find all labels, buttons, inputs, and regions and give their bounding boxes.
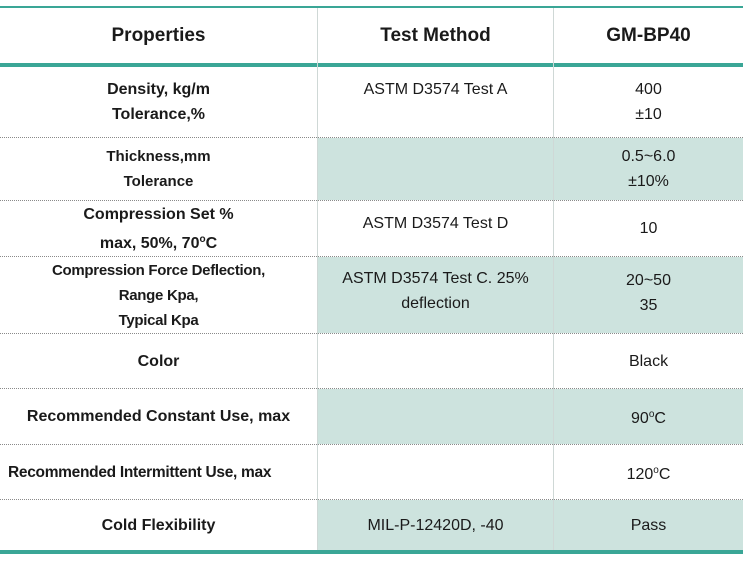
method-cell: ASTM D3574 Test A (318, 67, 553, 137)
value-line: 0.5~6.0 (621, 148, 676, 165)
property-line: Tolerance,% (111, 106, 206, 123)
property-line: Color (137, 352, 180, 370)
header-grade: GM-BP40 (606, 24, 691, 46)
table-header: Properties Test Method GM-BP40 (0, 8, 743, 63)
row-divider (0, 444, 743, 445)
property-cell: Recommended Intermittent Use, max (0, 445, 317, 499)
value-cell: 20~50 35 (554, 257, 743, 333)
method-line: ASTM D3574 Test A (363, 81, 508, 98)
property-line: Compression Force Deflection, (51, 262, 265, 279)
table-top-rule (0, 6, 743, 8)
method-cell (318, 389, 553, 444)
method-cell: ASTM D3574 Test D (318, 201, 553, 256)
property-line: Tolerance (123, 173, 194, 190)
header-rule (0, 63, 743, 67)
property-line: Typical Kpa (118, 312, 199, 329)
table-row-density: Density, kg/m Tolerance,% ASTM D3574 Tes… (0, 67, 743, 137)
method-line: MIL-P-12420D, -40 (367, 516, 504, 534)
table-row-intermittent-use: Recommended Intermittent Use, max 120oC (0, 445, 743, 499)
method-line: deflection (401, 295, 470, 312)
method-line: ASTM D3574 Test D (362, 215, 509, 232)
row-divider (0, 137, 743, 138)
property-cell: Density, kg/m Tolerance,% (0, 67, 317, 137)
property-cell: Thickness,mm Tolerance (0, 138, 317, 200)
value-line: 10 (639, 220, 658, 237)
value-line: 400 (635, 81, 662, 98)
row-divider (0, 333, 743, 334)
header-properties: Properties (111, 24, 206, 46)
row-divider (0, 388, 743, 389)
column-divider (553, 8, 554, 550)
method-cell (318, 445, 553, 499)
method-cell (318, 334, 553, 388)
value-line: 120oC (626, 464, 671, 483)
header-test-method: Test Method (380, 24, 491, 46)
property-line: Recommended Constant Use, max (26, 408, 291, 425)
value-cell: Pass (554, 500, 743, 550)
property-line: Compression Set % (83, 206, 234, 223)
property-cell: Recommended Constant Use, max (0, 389, 317, 444)
table-bottom-rule (0, 550, 743, 554)
degree-mark: o (653, 464, 659, 476)
value-line: Black (628, 352, 669, 370)
degree-mark: o (648, 409, 655, 420)
table-row-compression-force: Compression Force Deflection, Range Kpa,… (0, 257, 743, 333)
property-line: max, 50%, 70oC (99, 234, 218, 252)
value-line: ±10% (628, 173, 669, 190)
property-line: Density, kg/m (107, 81, 210, 98)
table-row-cold-flexibility: Cold Flexibility MIL-P-12420D, -40 Pass (0, 500, 743, 550)
table-row-compression-set: Compression Set % max, 50%, 70oC ASTM D3… (0, 201, 743, 256)
property-cell: Compression Force Deflection, Range Kpa,… (0, 257, 317, 333)
method-cell: MIL-P-12420D, -40 (318, 500, 553, 550)
property-line: Cold Flexibility (101, 516, 216, 534)
property-line: Thickness,mm (106, 148, 211, 165)
property-line: Recommended Intermittent Use, max (8, 463, 272, 481)
value-cell: Black (554, 334, 743, 388)
row-divider (0, 499, 743, 500)
property-line: Range Kpa, (118, 287, 199, 304)
method-line: ASTM D3574 Test C. 25% (342, 270, 529, 287)
property-cell: Cold Flexibility (0, 500, 317, 550)
value-cell: 90oC (554, 389, 743, 444)
value-cell: 400 ±10 (554, 67, 743, 137)
value-line: 90oC (631, 409, 666, 427)
method-cell (318, 138, 553, 200)
value-line: 20~50 (626, 272, 671, 289)
row-divider (0, 256, 743, 257)
column-divider (317, 8, 318, 550)
property-cell: Compression Set % max, 50%, 70oC (0, 201, 317, 256)
value-line: Pass (630, 516, 667, 534)
degree-mark: o (199, 234, 206, 245)
table-row-thickness: Thickness,mm Tolerance 0.5~6.0 ±10% (0, 138, 743, 200)
value-line: ±10 (635, 106, 662, 123)
table-row-constant-use: Recommended Constant Use, max 90oC (0, 389, 743, 444)
method-cell: ASTM D3574 Test C. 25% deflection (318, 257, 553, 333)
table-row-color: Color Black (0, 334, 743, 388)
value-cell: 120oC (554, 445, 743, 499)
row-divider (0, 200, 743, 201)
value-line: 35 (639, 297, 658, 314)
value-cell: 0.5~6.0 ±10% (554, 138, 743, 200)
property-cell: Color (0, 334, 317, 388)
value-cell: 10 (554, 201, 743, 256)
